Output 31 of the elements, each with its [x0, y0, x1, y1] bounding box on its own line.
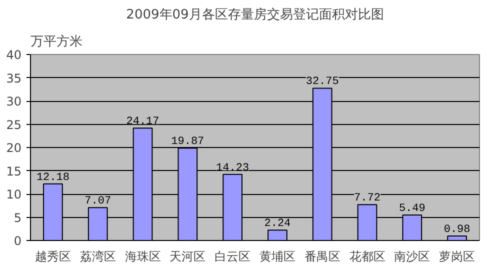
y-axis-title: 万平方米 — [30, 34, 82, 50]
x-tick-label: 海珠区 — [124, 250, 161, 264]
y-tick-label: 10 — [6, 188, 22, 202]
y-tick-label: 30 — [6, 94, 22, 108]
chart-title: 2009年09月各区存量房交易登记面积对比图 — [126, 6, 384, 22]
x-tick-label: 荔湾区 — [80, 250, 116, 264]
data-label: 12.18 — [36, 172, 70, 184]
y-tick-label: 20 — [6, 141, 22, 155]
data-label: 7.07 — [84, 196, 112, 208]
x-tick-label: 白云区 — [214, 250, 251, 264]
data-label: 0.98 — [444, 224, 470, 236]
y-tick-label: 15 — [6, 164, 22, 178]
y-tick-label: 5 — [14, 210, 22, 225]
y-tick-label: 40 — [6, 48, 22, 62]
x-tick-label: 萝岗区 — [439, 250, 476, 264]
y-tick-label: 35 — [6, 71, 22, 86]
data-label: 32.75 — [306, 76, 339, 88]
x-tick-label: 黄埔区 — [259, 250, 296, 264]
data-label: 24.17 — [126, 116, 160, 128]
data-label: 19.87 — [171, 136, 204, 148]
y-tick-label: 25 — [6, 118, 22, 132]
data-label: 7.72 — [354, 192, 380, 205]
y-tick-label: 0 — [14, 234, 22, 248]
x-tick-label: 天河区 — [170, 250, 206, 264]
data-label: 5.49 — [398, 202, 426, 215]
x-tick-label: 花都区 — [349, 250, 386, 264]
data-label: 2.24 — [264, 218, 292, 230]
data-label: 14.23 — [216, 162, 250, 174]
x-tick-label: 越秀区 — [34, 250, 71, 264]
x-tick-label: 南沙区 — [394, 250, 430, 264]
x-tick-label: 番禺区 — [304, 250, 340, 264]
